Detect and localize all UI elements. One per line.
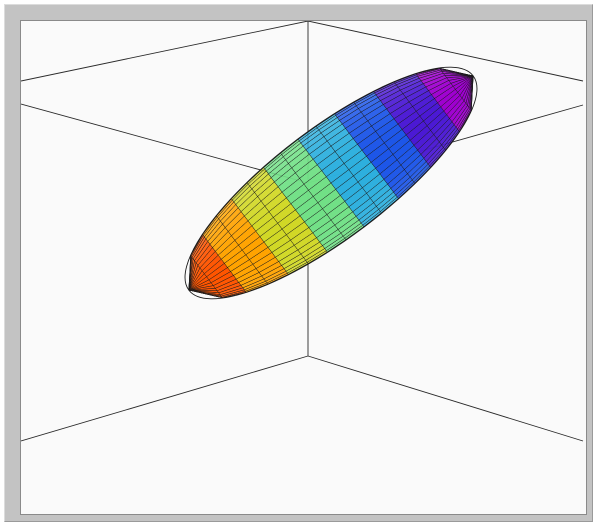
surface-outline xyxy=(184,66,478,300)
axes-box-line xyxy=(307,21,584,82)
plot-viewport[interactable] xyxy=(20,20,587,515)
ellipsoid-surface[interactable] xyxy=(156,32,507,334)
axes-box-line xyxy=(307,355,584,442)
surface-plot-canvas[interactable] xyxy=(21,21,587,515)
axes-box-line xyxy=(21,355,309,442)
axes-box-line xyxy=(21,21,309,82)
figure-window-frame xyxy=(4,4,593,522)
